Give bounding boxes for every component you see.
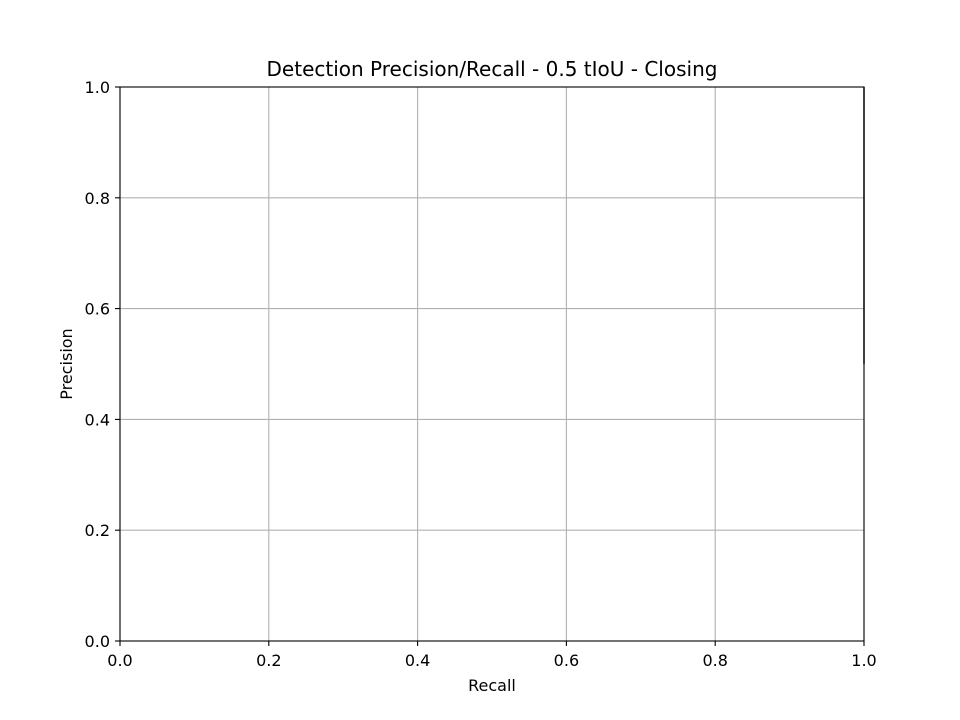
tick-marks — [115, 86, 865, 646]
y-tick-label: 0.4 — [85, 410, 110, 429]
x-tick-label: 1.0 — [851, 651, 876, 670]
x-tick-label: 0.2 — [256, 651, 281, 670]
y-tick-label: 0.2 — [85, 521, 110, 540]
y-tick-label: 0.6 — [85, 300, 110, 319]
y-tick-label: 1.0 — [85, 78, 110, 97]
x-axis-label: Recall — [468, 676, 516, 695]
x-tick-labels: 0.0 0.2 0.4 0.6 0.8 1.0 — [107, 651, 876, 670]
plot-frame — [119, 86, 865, 642]
x-tick-label: 0.0 — [107, 651, 132, 670]
x-tick-label: 0.6 — [554, 651, 579, 670]
y-tick-labels: 0.0 0.2 0.4 0.6 0.8 1.0 — [85, 78, 110, 651]
y-tick-label: 0.0 — [85, 632, 110, 651]
y-tick-label: 0.8 — [85, 189, 110, 208]
chart-title: Detection Precision/Recall - 0.5 tIoU - … — [267, 57, 718, 81]
x-tick-label: 0.4 — [405, 651, 430, 670]
y-axis-label: Precision — [57, 328, 76, 399]
x-tick-label: 0.8 — [702, 651, 727, 670]
